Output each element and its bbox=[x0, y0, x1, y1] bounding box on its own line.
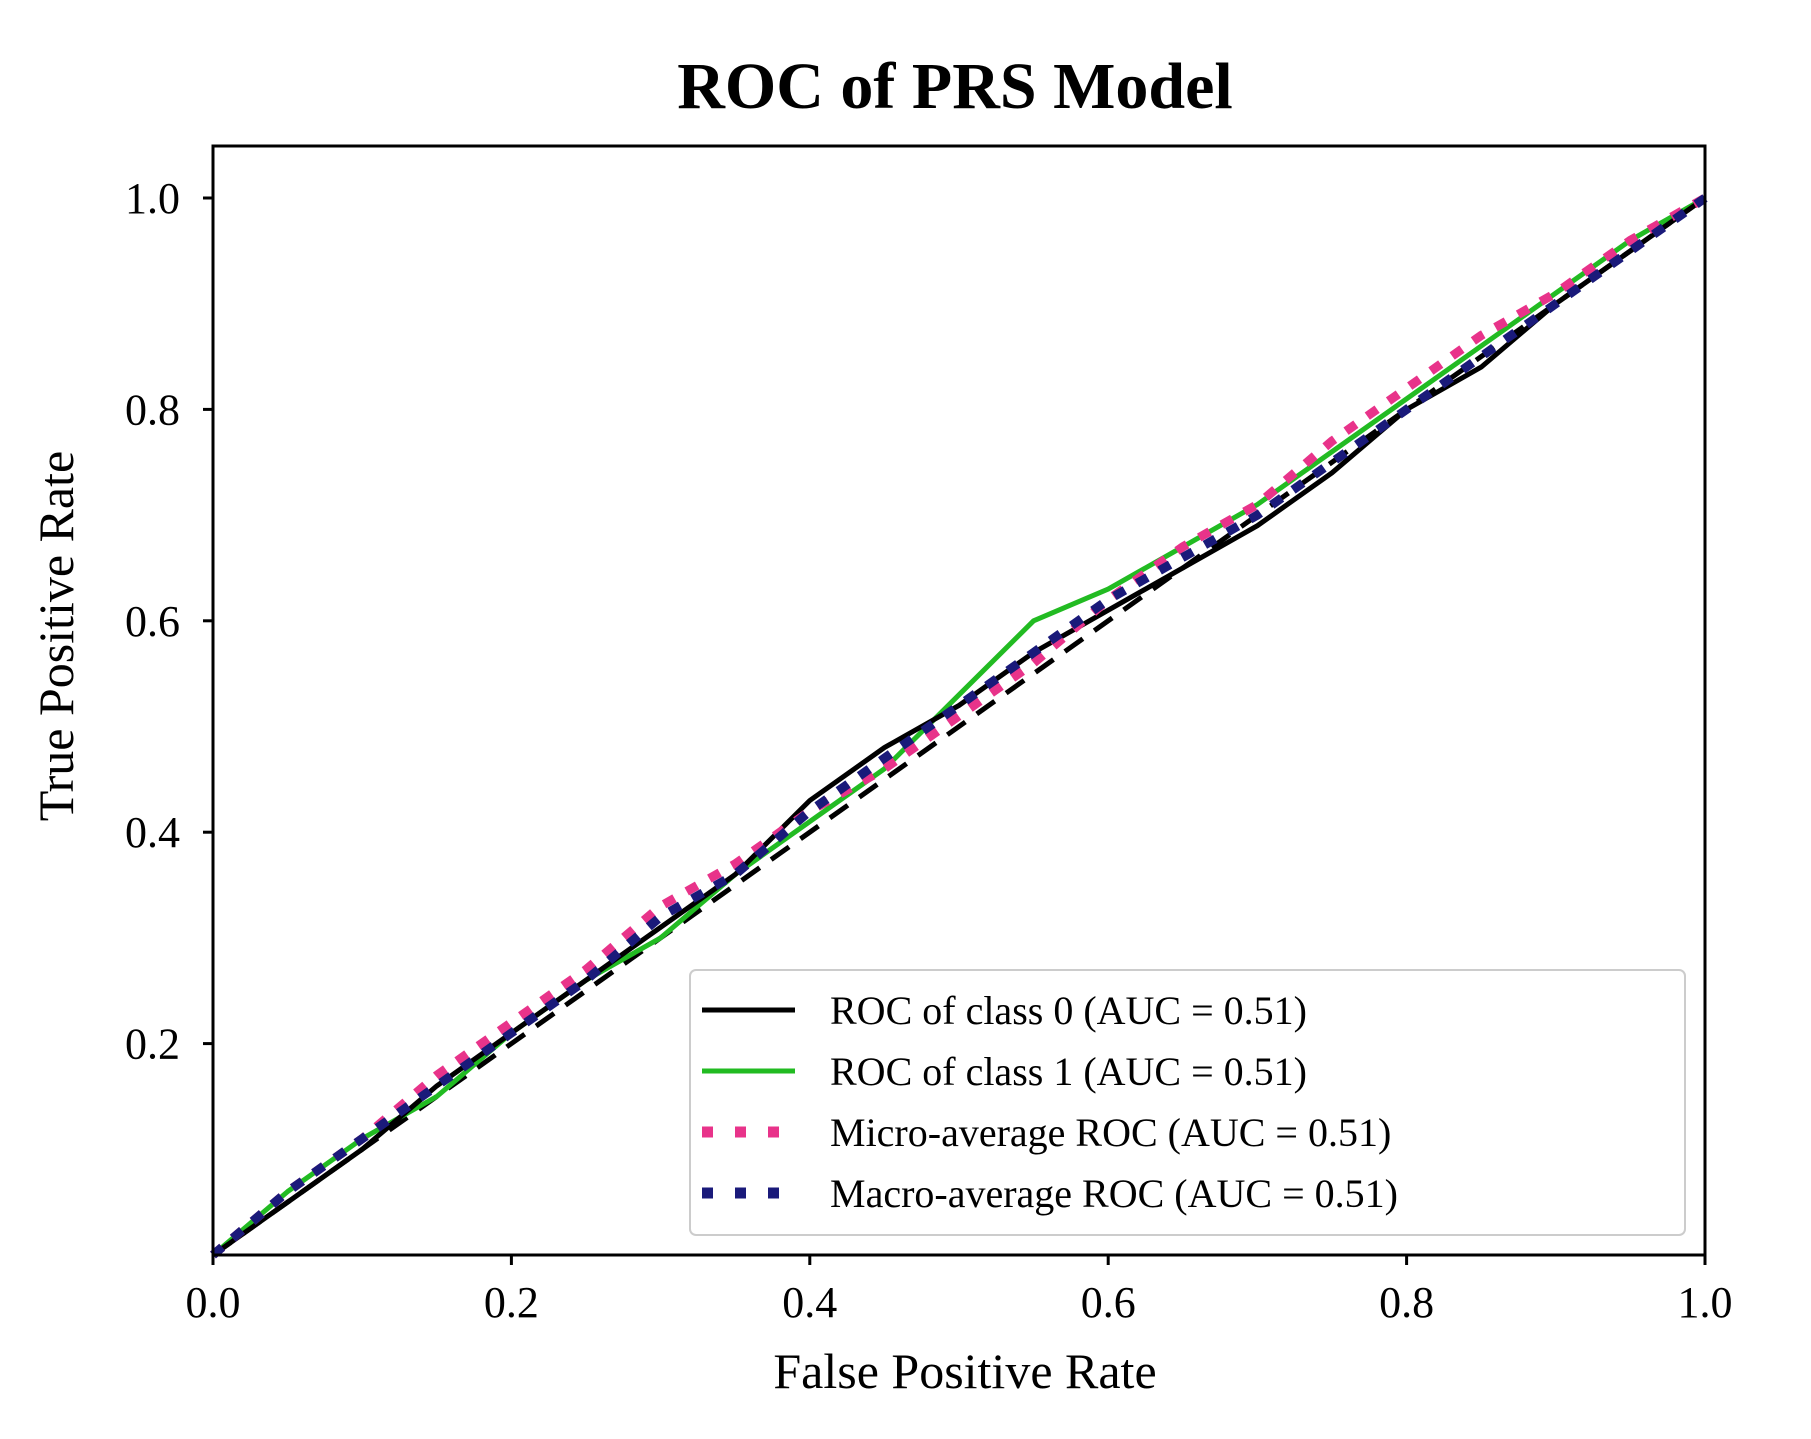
y-tick-label: 0.8 bbox=[125, 385, 180, 434]
legend-label: ROC of class 0 (AUC = 0.51) bbox=[830, 988, 1307, 1033]
plot-area bbox=[210, 194, 1708, 1259]
series-line-0 bbox=[211, 195, 1707, 1258]
x-axis-label: False Positive Rate bbox=[773, 1343, 1156, 1399]
legend-label: ROC of class 1 (AUC = 0.51) bbox=[830, 1049, 1307, 1094]
y-tick-label: 0.2 bbox=[125, 1020, 180, 1069]
series-line-1 bbox=[211, 195, 1707, 1257]
chance-diagonal-line bbox=[211, 195, 1707, 1258]
x-tick-label: 0.0 bbox=[186, 1278, 241, 1327]
x-tick-label: 0.6 bbox=[1081, 1278, 1136, 1327]
x-tick-label: 0.8 bbox=[1379, 1278, 1434, 1327]
legend-label: Micro-average ROC (AUC = 0.51) bbox=[830, 1110, 1391, 1155]
y-tick-label: 1.0 bbox=[125, 174, 180, 223]
chart-title: ROC of PRS Model bbox=[677, 50, 1232, 123]
x-axis-ticks: 0.0 0.2 0.4 0.6 0.8 1.0 bbox=[186, 1255, 1733, 1327]
legend-label: Macro-average ROC (AUC = 0.51) bbox=[830, 1171, 1398, 1216]
y-tick-label: 0.4 bbox=[125, 808, 180, 857]
y-tick-label: 0.6 bbox=[125, 597, 180, 646]
legend: ROC of class 0 (AUC = 0.51) ROC of class … bbox=[689, 969, 1686, 1236]
plot-frame bbox=[211, 144, 1707, 1257]
series-line-2 bbox=[210, 194, 1708, 1259]
x-tick-label: 1.0 bbox=[1678, 1278, 1733, 1327]
legend-box bbox=[689, 969, 1686, 1236]
x-tick-label: 0.2 bbox=[484, 1278, 539, 1327]
y-axis-label: True Positive Rate bbox=[28, 451, 84, 821]
x-tick-label: 0.4 bbox=[782, 1278, 837, 1327]
y-axis-ticks: 0.2 0.4 0.6 0.8 1.0 bbox=[125, 174, 213, 1069]
